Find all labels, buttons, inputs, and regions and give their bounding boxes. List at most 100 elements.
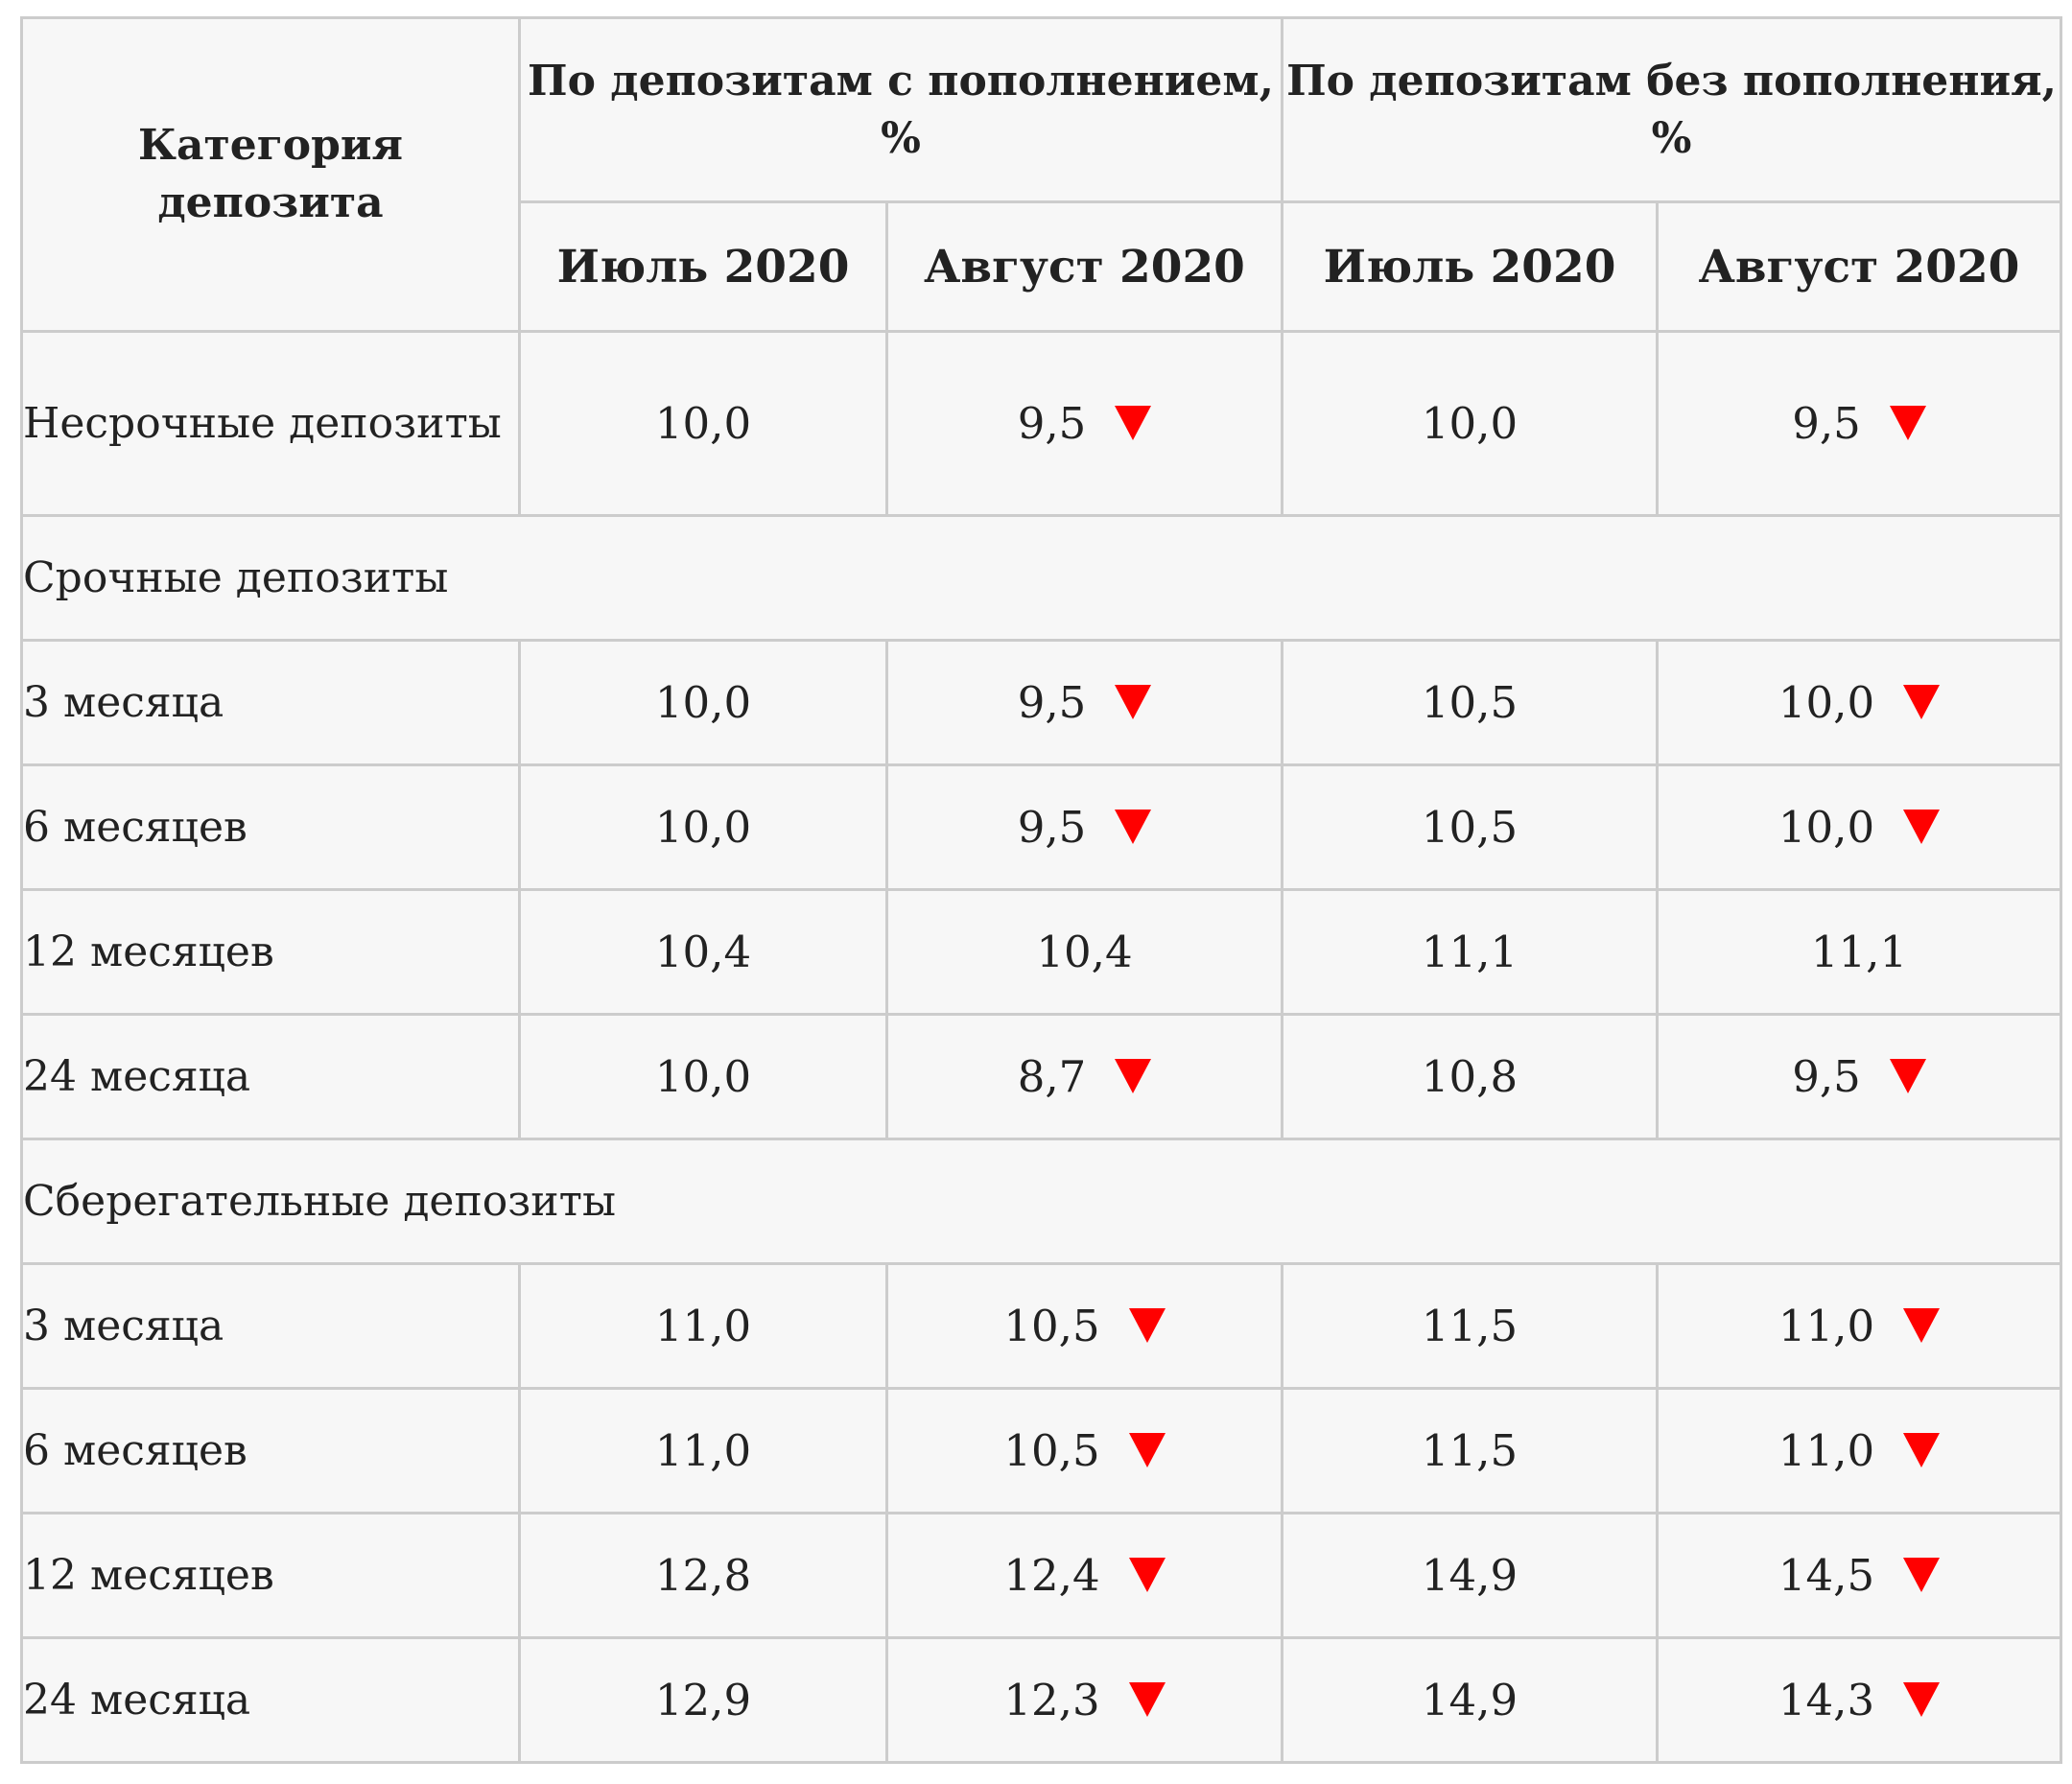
header-month-with-august: Август 2020 — [885, 200, 1283, 333]
rate-cell: 10,0 — [518, 330, 888, 517]
rate-value: 10,0 — [654, 802, 752, 853]
table-row: 12 месяцев 10,4 10,4 11,1 11,1 — [20, 888, 2063, 1016]
rate-cell: 10,0 — [518, 1013, 888, 1140]
section-label: Сберегательные депозиты — [19, 1138, 2063, 1265]
rate-value: 11,0 — [654, 1425, 752, 1476]
rate-value: 10,8 — [1421, 1051, 1519, 1102]
rate-cell: 11,5 — [1281, 1387, 1659, 1514]
rate-cell: 10,0 — [1281, 330, 1659, 517]
rate-value: 11,1 — [1421, 927, 1519, 977]
rate-cell: 9,5 — [885, 639, 1283, 766]
down-arrow-icon — [1128, 1433, 1166, 1467]
rate-value: 14,3 — [1778, 1675, 1875, 1725]
row-category: 12 месяцев — [20, 888, 521, 1016]
rate-cell: 10,0 — [518, 639, 888, 766]
rate-value: 14,9 — [1421, 1550, 1519, 1601]
rate-cell: 14,9 — [1281, 1636, 1659, 1764]
rate-value: 11,1 — [1810, 927, 1908, 977]
rate-value: 14,5 — [1778, 1550, 1875, 1601]
rate-cell: 14,9 — [1281, 1512, 1659, 1639]
rate-value: 10,5 — [1421, 677, 1519, 728]
rate-value: 10,0 — [1778, 677, 1875, 728]
rate-cell: 10,4 — [885, 888, 1283, 1016]
rate-value: 8,7 — [1017, 1051, 1087, 1102]
rate-cell: 14,5 — [1655, 1512, 2063, 1639]
table-row: 3 месяца 11,0 10,5 11,5 11,0 — [20, 1262, 2063, 1390]
down-arrow-icon — [1115, 685, 1152, 719]
rate-value: 11,0 — [1778, 1301, 1875, 1351]
rate-cell: 11,0 — [518, 1387, 888, 1514]
rate-value: 12,3 — [1003, 1675, 1100, 1725]
row-category: 6 месяцев — [20, 1387, 521, 1514]
rate-cell: 10,5 — [1281, 763, 1659, 891]
rate-cell: 9,5 — [885, 763, 1283, 891]
rate-cell: 10,8 — [1281, 1013, 1659, 1140]
rate-cell: 11,0 — [1655, 1262, 2063, 1390]
rate-value: 11,5 — [1421, 1301, 1519, 1351]
header-month-with-july: Июль 2020 — [518, 200, 888, 333]
rate-cell: 12,4 — [885, 1512, 1283, 1639]
down-arrow-icon — [1903, 1433, 1941, 1467]
rate-value: 10,0 — [654, 1051, 752, 1102]
table-row: 24 месяца 12,9 12,3 14,9 14,3 — [20, 1636, 2063, 1764]
table-row: 6 месяцев 11,0 10,5 11,5 11,0 — [20, 1387, 2063, 1514]
row-category: Несрочные депозиты — [20, 330, 521, 517]
deposit-rates-table: Категория депозита По депозитам с пополн… — [19, 16, 2063, 1764]
rate-cell: 9,5 — [885, 330, 1283, 517]
table-header: Категория депозита По депозитам с пополн… — [20, 16, 2063, 333]
rate-value: 9,5 — [1792, 1051, 1861, 1102]
rate-cell: 10,0 — [518, 763, 888, 891]
section-label: Срочные депозиты — [19, 514, 2063, 642]
row-category: 3 месяца — [20, 1262, 521, 1390]
down-arrow-icon — [1128, 1682, 1166, 1717]
rate-value: 10,0 — [1421, 398, 1519, 449]
table-row: 24 месяца 10,0 8,7 10,8 9,5 — [20, 1013, 2063, 1140]
header-group-with-replenishment: По депозитам с пополнением, % — [518, 16, 1283, 203]
rate-cell: 11,5 — [1281, 1262, 1659, 1390]
rate-value: 10,0 — [1778, 802, 1875, 853]
rate-value: 10,5 — [1003, 1425, 1100, 1476]
rate-value: 11,0 — [654, 1301, 752, 1351]
table-row: 12 месяцев 12,8 12,4 14,9 14,5 — [20, 1512, 2063, 1639]
rate-value: 12,9 — [654, 1675, 752, 1725]
rate-value: 10,0 — [654, 398, 752, 449]
down-arrow-icon — [1903, 1308, 1941, 1343]
rate-cell: 12,8 — [518, 1512, 888, 1639]
rate-cell: 12,3 — [885, 1636, 1283, 1764]
row-category: 12 месяцев — [20, 1512, 521, 1639]
rate-cell: 10,5 — [885, 1262, 1283, 1390]
down-arrow-icon — [1128, 1558, 1166, 1592]
header-category-label: Категория депозита — [137, 121, 403, 227]
rate-cell: 10,4 — [518, 888, 888, 1016]
rate-cell: 9,5 — [1655, 1013, 2063, 1140]
down-arrow-icon — [1903, 685, 1941, 719]
rate-value: 12,8 — [654, 1550, 752, 1601]
rate-cell: 11,0 — [1655, 1387, 2063, 1514]
section-row: Сберегательные депозиты — [19, 1138, 2063, 1265]
rate-value: 9,5 — [1017, 802, 1087, 853]
row-category: 24 месяца — [20, 1013, 521, 1140]
table-row: 6 месяцев 10,0 9,5 10,5 10,0 — [20, 763, 2063, 891]
rate-cell: 14,3 — [1655, 1636, 2063, 1764]
rate-value: 9,5 — [1017, 677, 1087, 728]
rate-value: 10,4 — [1036, 927, 1133, 977]
row-category: 3 месяца — [20, 639, 521, 766]
rate-value: 10,5 — [1421, 802, 1519, 853]
row-category: 24 месяца — [20, 1636, 521, 1764]
header-group-with-label: По депозитам с пополнением, % — [528, 56, 1274, 163]
rate-value: 10,4 — [654, 927, 752, 977]
rate-value: 11,0 — [1778, 1425, 1875, 1476]
table-row: Несрочные депозиты 10,0 9,5 10,0 9,5 — [20, 330, 2063, 517]
rate-cell: 10,5 — [1281, 639, 1659, 766]
rate-cell: 10,5 — [885, 1387, 1283, 1514]
header-group-without-label: По депозитам без пополнения, % — [1286, 56, 2057, 163]
rate-cell: 10,0 — [1655, 763, 2063, 891]
down-arrow-icon — [1115, 406, 1152, 440]
rate-value: 11,5 — [1421, 1425, 1519, 1476]
rate-value: 10,0 — [654, 677, 752, 728]
section-row: Срочные депозиты — [19, 514, 2063, 642]
table-row: 3 месяца 10,0 9,5 10,5 10,0 — [20, 639, 2063, 766]
down-arrow-icon — [1889, 1059, 1926, 1093]
rate-value: 9,5 — [1017, 398, 1087, 449]
rate-cell: 9,5 — [1655, 330, 2063, 517]
